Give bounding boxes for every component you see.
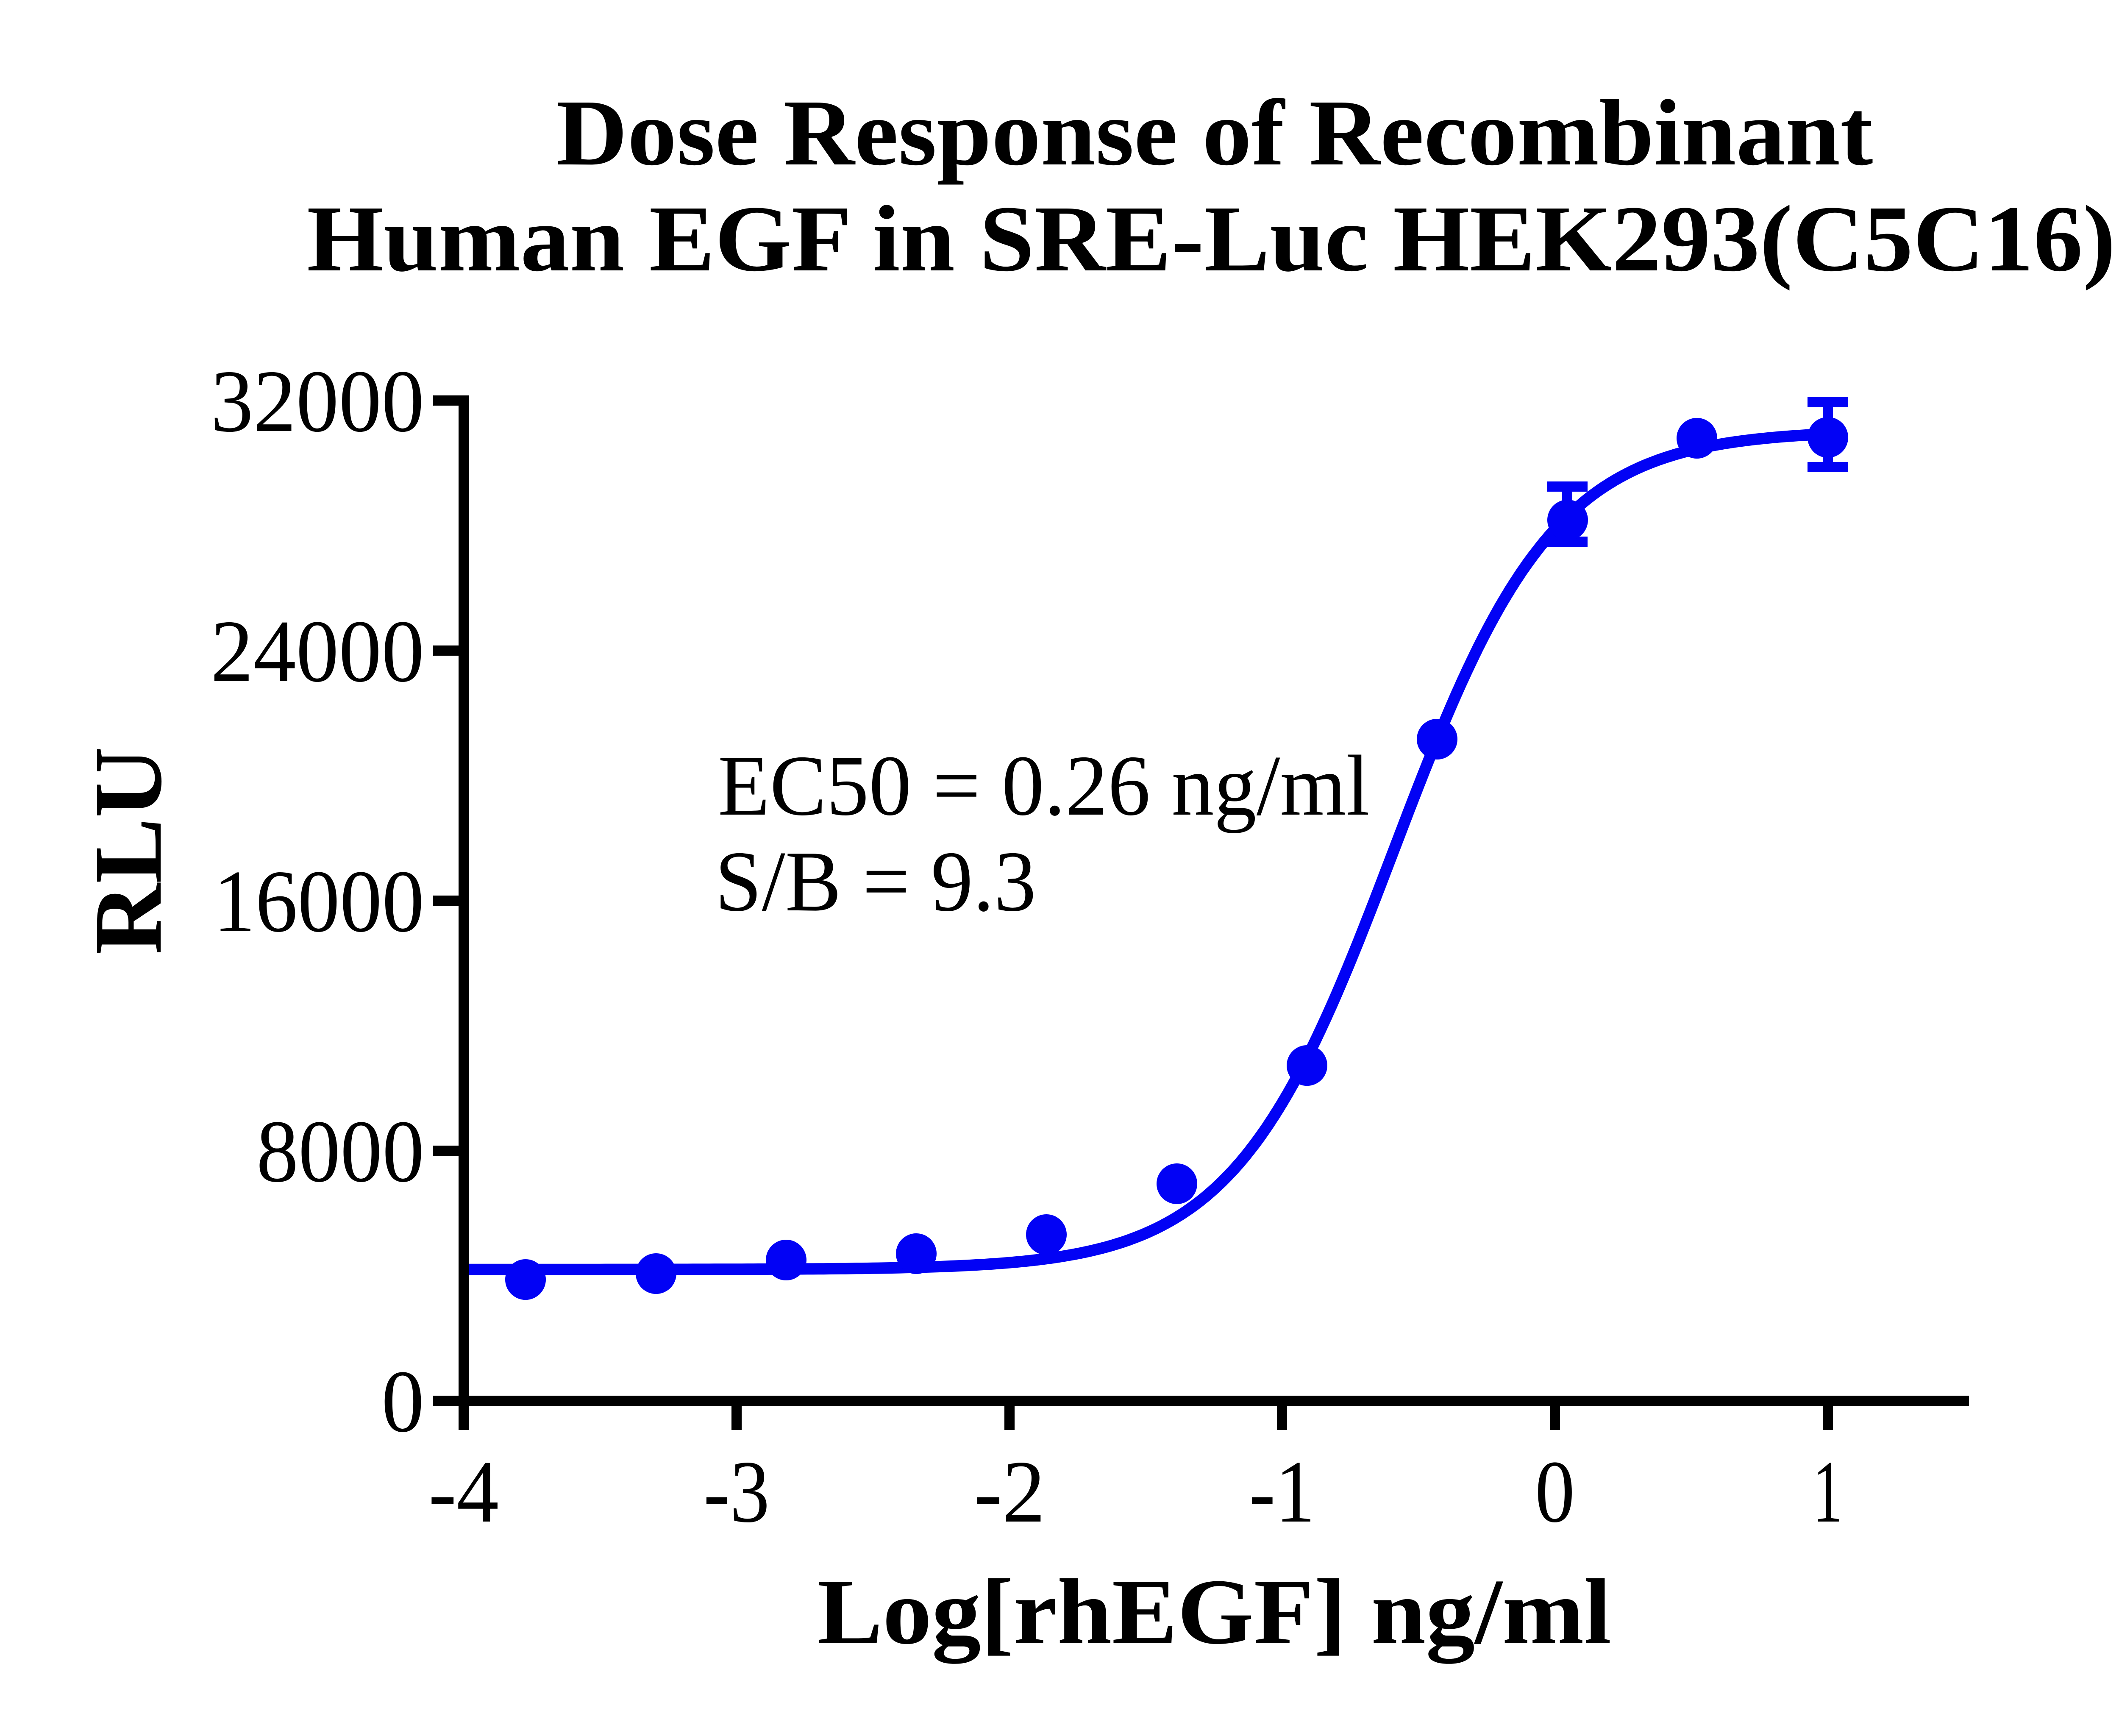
svg-text:-3: -3 xyxy=(704,1443,770,1541)
svg-text:Log[rhEGF] ng/ml: Log[rhEGF] ng/ml xyxy=(817,1560,1611,1664)
svg-text:Human EGF in SRE-Luc HEK293(C5: Human EGF in SRE-Luc HEK293(C5C16) xyxy=(307,186,2116,291)
svg-text:8000: 8000 xyxy=(256,1102,424,1201)
svg-text:0: 0 xyxy=(1535,1443,1575,1541)
svg-text:-4: -4 xyxy=(428,1443,499,1541)
svg-text:RLU: RLU xyxy=(74,747,182,954)
svg-text:0: 0 xyxy=(381,1352,424,1451)
svg-text:1: 1 xyxy=(1813,1443,1843,1541)
svg-text:-2: -2 xyxy=(974,1443,1046,1541)
svg-text:-1: -1 xyxy=(1249,1443,1315,1541)
svg-text:16000: 16000 xyxy=(213,852,424,951)
svg-text:24000: 24000 xyxy=(211,602,424,701)
svg-text:32000: 32000 xyxy=(211,352,424,451)
svg-text:Dose Response of Recombinant: Dose Response of Recombinant xyxy=(556,81,1873,185)
svg-text:S/B = 9.3: S/B = 9.3 xyxy=(715,834,1036,929)
svg-text:EC50 = 0.26 ng/ml: EC50 = 0.26 ng/ml xyxy=(718,738,1370,834)
